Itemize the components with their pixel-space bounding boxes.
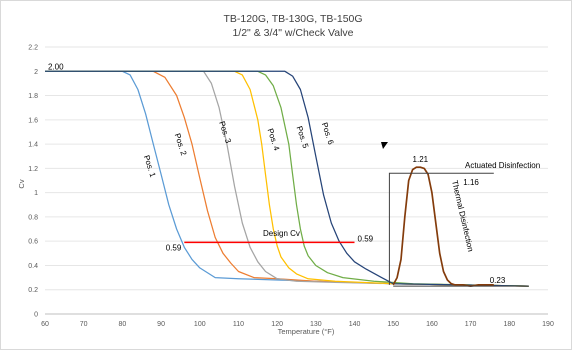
data-label: 2.00	[48, 62, 64, 71]
series-line	[45, 70, 529, 287]
data-label: 0.23	[490, 276, 506, 285]
x-tick-label: 150	[387, 321, 399, 328]
series-line	[45, 70, 529, 287]
data-label: 0.59	[166, 243, 182, 252]
chart-title: TB-120G, TB-130G, TB-150G	[223, 13, 362, 25]
y-tick-label: 2.2	[28, 45, 38, 52]
data-labels: 2.00 0.59 0.59 1.21 1.16 0.23	[48, 62, 506, 285]
series-line	[45, 70, 529, 287]
x-tick-label: 130	[310, 321, 322, 328]
y-tick-label: 1.8	[28, 93, 38, 100]
x-tick-label: 110	[233, 321, 244, 328]
series-line	[45, 70, 529, 287]
data-label: 0.59	[358, 234, 374, 243]
y-tick-label: 1	[34, 190, 38, 197]
x-tick-label: 180	[503, 321, 515, 328]
series-label: Pos. 3	[217, 120, 233, 145]
x-tick-label: 70	[80, 321, 88, 328]
data-label: 1.21	[413, 155, 429, 164]
design-cv-label: Design Cv	[263, 229, 300, 238]
x-tick-label: 160	[426, 321, 438, 328]
y-tick-labels: 0 0.2 0.4 0.6 0.8 1 1.2 1.4 1.6 1.8 2 2.2	[28, 45, 38, 319]
x-tick-label: 140	[349, 321, 361, 328]
reference-lines	[184, 172, 529, 287]
x-tick-label: 80	[118, 321, 126, 328]
series-label: Pos. 4	[266, 127, 282, 152]
y-tick-label: 0.4	[28, 263, 38, 270]
x-tick-label: 120	[271, 321, 283, 328]
y-tick-label: 1.2	[28, 166, 38, 173]
y-tick-label: 1.6	[28, 117, 38, 124]
x-tick-label: 190	[542, 321, 554, 328]
y-tick-label: 0.8	[28, 214, 38, 221]
chart-subtitle: 1/2" & 3/4" w/Check Valve	[232, 27, 353, 39]
cursor-arrow-icon	[381, 142, 388, 149]
y-tick-label: 0.2	[28, 287, 38, 294]
series-line	[45, 70, 529, 287]
series-labels: Pos. 1 Pos. 2 Pos. 3 Pos. 4 Pos. 5 Pos. 6	[142, 120, 336, 179]
x-tick-label: 100	[194, 321, 206, 328]
x-tick-label: 90	[157, 321, 165, 328]
data-label: 1.16	[463, 178, 479, 187]
series-label: Pos. 5	[295, 125, 311, 150]
series-label: Pos. 1	[142, 154, 158, 179]
series-label: Pos. 6	[320, 121, 336, 146]
actuated-disinfection-label: Actuated Disinfection	[465, 161, 540, 170]
series-lines	[45, 70, 529, 287]
series-line	[392, 166, 494, 287]
y-axis-title: Cv	[17, 179, 26, 188]
series-line	[45, 70, 529, 287]
y-tick-label: 0.6	[28, 239, 38, 246]
x-axis-title: Temperature (°F)	[278, 327, 335, 336]
series-label: Pos. 2	[173, 132, 189, 157]
y-tick-label: 1.4	[28, 142, 38, 149]
reference-line	[388, 172, 494, 285]
y-tick-label: 0	[34, 312, 38, 319]
y-tick-label: 2	[34, 69, 38, 76]
x-tick-labels: 60 70 80 90 100 110 120 130 140 150 160 170 180 190	[41, 321, 554, 328]
x-tick-label: 170	[465, 321, 477, 328]
x-tick-label: 60	[41, 321, 49, 328]
